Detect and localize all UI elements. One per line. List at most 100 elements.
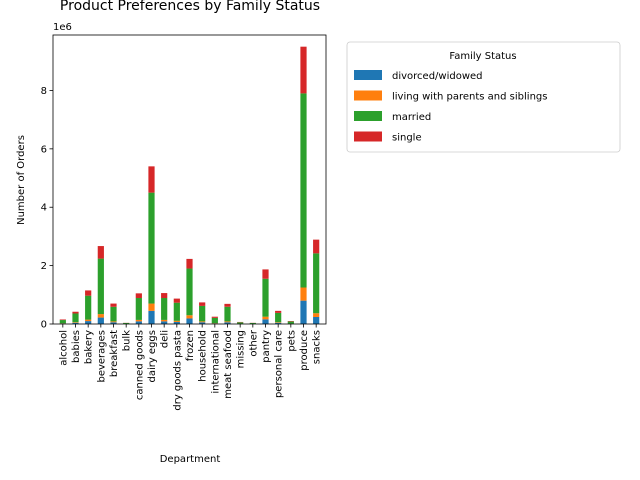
x-tick-label: babies — [71, 330, 82, 363]
bar-household-series-3 — [199, 302, 206, 306]
bar-pantry-series-1 — [262, 316, 269, 320]
bar-deli-series-1 — [161, 319, 168, 322]
x-tick-label: frozen — [185, 330, 196, 361]
bar-dairy-eggs-series-0 — [148, 310, 155, 324]
bar-household-series-2 — [199, 305, 206, 322]
bar-beverages-series-0 — [97, 317, 104, 324]
bar-produce-series-2 — [300, 93, 307, 288]
bar-dairy-eggs-series-3 — [148, 166, 155, 193]
bar-canned-goods-series-0 — [135, 321, 142, 324]
bar-deli-series-2 — [161, 298, 168, 320]
bar-meat-seafood-series-0 — [224, 322, 231, 324]
bar-canned-goods-series-2 — [135, 298, 142, 320]
bar-snacks-series-1 — [313, 313, 320, 317]
legend-swatch — [354, 90, 382, 101]
bar-meat-seafood-series-1 — [224, 321, 231, 323]
bar-breakfast-series-0 — [110, 322, 117, 324]
bar-babies-series-2 — [72, 313, 79, 323]
legend-swatch — [354, 70, 382, 80]
bar-pantry-series-3 — [262, 269, 269, 279]
y-tick-label: 6 — [41, 144, 47, 155]
x-tick-label: deli — [160, 330, 171, 348]
bar-dairy-eggs-series-2 — [148, 192, 155, 304]
y-tick-label: 0 — [41, 320, 47, 331]
legend-label: divorced/widowed — [392, 71, 483, 82]
bar-deli-series-3 — [161, 293, 168, 299]
bar-bakery-series-3 — [85, 290, 92, 296]
bar-dry-goods-pasta-series-0 — [173, 321, 180, 324]
bar-bakery-series-0 — [85, 321, 92, 324]
legend-label: single — [392, 133, 422, 144]
bar-breakfast-series-3 — [110, 303, 117, 307]
bar-missing-series-2 — [237, 322, 244, 324]
bar-canned-goods-series-3 — [135, 293, 142, 299]
bar-household-series-0 — [199, 322, 206, 324]
x-tick-label: beverages — [96, 330, 107, 383]
x-tick-label: other — [248, 329, 259, 357]
bar-international-series-3 — [211, 316, 218, 318]
bar-beverages-series-1 — [97, 314, 104, 318]
bar-dairy-eggs-series-1 — [148, 303, 155, 311]
x-tick-label: meat seafood — [223, 330, 234, 399]
bar-pets-series-2 — [287, 321, 294, 324]
bar-canned-goods-series-1 — [135, 319, 142, 322]
legend-swatch — [354, 131, 382, 142]
legend-swatch — [354, 111, 382, 121]
bar-deli-series-0 — [161, 321, 168, 324]
bar-babies-series-1 — [72, 322, 79, 323]
x-tick-label: produce — [299, 330, 310, 371]
bar-frozen-series-2 — [186, 268, 193, 316]
bar-breakfast-series-2 — [110, 306, 117, 322]
legend-frame — [346, 41, 621, 153]
x-tick-label: snacks — [312, 330, 323, 364]
x-tick-label: bakery — [84, 330, 95, 364]
bar-bulk-series-2 — [123, 322, 130, 324]
bar-bakery-series-2 — [85, 295, 92, 320]
bar-babies-series-3 — [72, 311, 79, 314]
legend-title: Family Status — [449, 51, 516, 62]
x-tick-label: dairy eggs — [147, 330, 158, 383]
x-axis-label: Department — [160, 454, 221, 465]
legend: Family Status divorced/widowed living wit… — [346, 41, 621, 153]
bar-produce-series-3 — [300, 46, 307, 94]
bar-babies-series-0 — [72, 322, 79, 324]
x-tick-label: dry goods pasta — [172, 330, 183, 411]
y-axis-label: Number of Orders — [16, 135, 27, 225]
plot-frame — [52, 34, 327, 325]
y-offset-text: 1e6 — [53, 22, 72, 33]
y-tick-label: 8 — [41, 86, 47, 97]
bar-pantry-series-0 — [262, 319, 269, 324]
bar-pantry-series-2 — [262, 278, 269, 317]
legend-label: married — [392, 112, 431, 123]
bars-group — [59, 46, 320, 324]
bar-dry-goods-pasta-series-3 — [173, 298, 180, 303]
y-ticks-group: 0 2 4 6 8 — [41, 86, 53, 331]
bar-personal-care-series-1 — [275, 322, 282, 323]
x-tick-label: household — [198, 330, 209, 382]
x-tick-label: international — [210, 330, 221, 394]
bar-produce-series-1 — [300, 287, 307, 301]
bar-household-series-1 — [199, 321, 206, 323]
x-tick-label: bulk — [122, 330, 133, 351]
bar-meat-seafood-series-2 — [224, 306, 231, 322]
x-tick-label: canned goods — [134, 330, 145, 400]
bar-produce-series-0 — [300, 300, 307, 324]
bar-alcohol-series-3 — [59, 319, 66, 321]
legend-items: divorced/widowed living with parents and … — [354, 70, 547, 144]
bar-personal-care-series-3 — [275, 310, 282, 313]
x-tick-label: pets — [286, 330, 297, 352]
bar-dry-goods-pasta-series-2 — [173, 302, 180, 321]
bar-meat-seafood-series-3 — [224, 303, 231, 307]
legend-label: living with parents and siblings — [392, 92, 547, 103]
x-tick-label: alcohol — [58, 330, 69, 366]
bar-snacks-series-3 — [313, 239, 320, 254]
bar-bakery-series-1 — [85, 319, 92, 322]
bar-snacks-series-2 — [313, 253, 320, 314]
x-ticks-group: alcohol babies bakery beverages breakfast bul… — [58, 324, 323, 411]
bar-snacks-series-0 — [313, 316, 320, 324]
bar-frozen-series-1 — [186, 315, 193, 319]
x-tick-label: breakfast — [109, 330, 120, 377]
bar-alcohol-series-2 — [59, 320, 66, 324]
